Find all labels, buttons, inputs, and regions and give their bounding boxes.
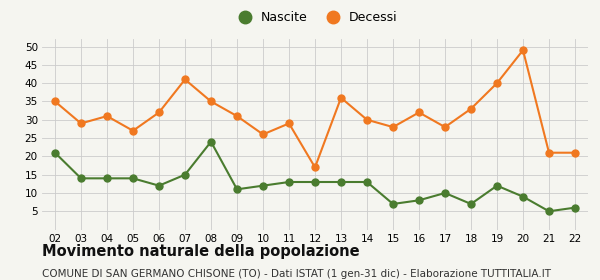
Legend: Nascite, Decessi: Nascite, Decessi bbox=[227, 6, 403, 29]
Text: Movimento naturale della popolazione: Movimento naturale della popolazione bbox=[42, 244, 359, 259]
Text: COMUNE DI SAN GERMANO CHISONE (TO) - Dati ISTAT (1 gen-31 dic) - Elaborazione TU: COMUNE DI SAN GERMANO CHISONE (TO) - Dat… bbox=[42, 269, 551, 279]
